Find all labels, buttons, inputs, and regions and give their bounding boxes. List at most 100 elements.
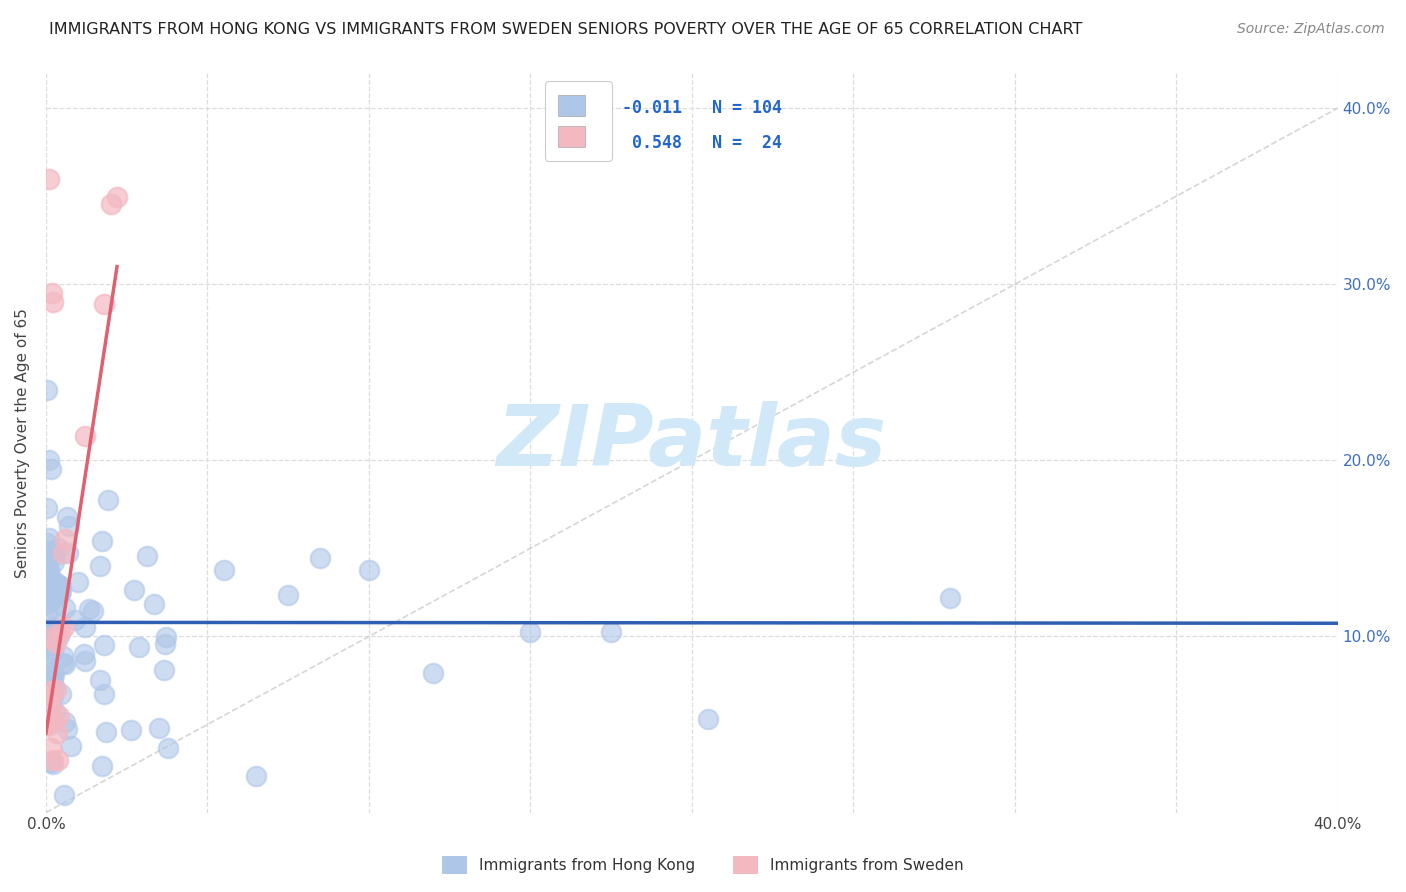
Point [35,558,58,572]
Point [38,665,60,679]
Point [157,740,180,755]
Point [37,699,59,714]
Text: IMMIGRANTS FROM HONG KONG VS IMMIGRANTS FROM SWEDEN SENIORS POVERTY OVER THE AGE: IMMIGRANTS FROM HONG KONG VS IMMIGRANTS … [49,22,1083,37]
Point [212,563,235,577]
Point [37,383,59,397]
Point [37,501,59,516]
Point [97,492,120,507]
Point [90,759,112,773]
Point [56,509,79,524]
Point [37,543,59,558]
Point [105,190,128,204]
Point [35,606,58,620]
Point [52,546,75,560]
Point [39,673,62,687]
Point [42,690,65,704]
Point [93,687,115,701]
Point [39,699,62,714]
Point [53,714,76,729]
Point [245,769,267,783]
Point [53,601,76,615]
Point [46,726,69,740]
Point [96,725,118,739]
Point [120,723,142,737]
Point [136,549,159,563]
Point [89,673,111,687]
Point [41,578,63,592]
Point [697,713,720,727]
Text: ZIPatlas: ZIPatlas [496,401,887,484]
Point [52,656,75,670]
Point [600,625,623,640]
Point [48,629,70,643]
Point [53,657,76,671]
Point [45,635,67,649]
Point [56,723,79,737]
Point [41,462,63,476]
Point [44,576,66,591]
Point [39,684,62,698]
Point [39,755,62,769]
Point [79,602,101,616]
Point [90,533,112,548]
Point [148,722,170,736]
Point [37,626,59,640]
Point [49,625,72,640]
Point [60,739,83,754]
Point [44,589,66,603]
Point [128,640,150,655]
Point [44,549,66,563]
Point [46,753,69,767]
Legend: , : , [546,81,612,161]
Point [38,171,60,186]
Point [49,687,72,701]
Text: Source: ZipAtlas.com: Source: ZipAtlas.com [1237,22,1385,37]
Point [39,587,62,601]
Point [42,294,65,309]
Point [37,697,59,711]
Point [39,741,62,756]
Text: R =  0.548   N =  24: R = 0.548 N = 24 [582,134,782,152]
Point [42,756,65,771]
Point [44,634,66,648]
Point [67,574,90,589]
Point [142,597,165,611]
Point [38,453,60,467]
Point [93,297,115,311]
Point [73,428,96,442]
Point [155,630,177,644]
Point [44,714,66,729]
Legend: Immigrants from Hong Kong, Immigrants from Sweden: Immigrants from Hong Kong, Immigrants fr… [436,850,970,880]
Point [39,650,62,665]
Point [277,588,299,602]
Point [35,597,58,611]
Point [35,638,58,652]
Point [53,533,76,547]
Point [38,626,60,640]
Point [422,666,444,681]
Point [42,555,65,569]
Point [82,604,104,618]
Point [44,574,66,589]
Point [153,663,176,677]
Point [42,667,65,681]
Point [519,624,541,639]
Point [42,643,65,657]
Point [42,620,65,634]
Point [38,718,60,732]
Point [42,601,65,615]
Point [38,716,60,731]
Point [309,550,332,565]
Point [39,581,62,595]
Point [41,286,63,301]
Point [51,584,73,599]
Point [38,622,60,636]
Point [41,622,63,636]
Point [42,672,65,686]
Point [75,620,97,634]
Point [44,705,66,719]
Point [52,788,75,802]
Point [73,647,96,661]
Point [38,564,60,578]
Point [46,541,69,555]
